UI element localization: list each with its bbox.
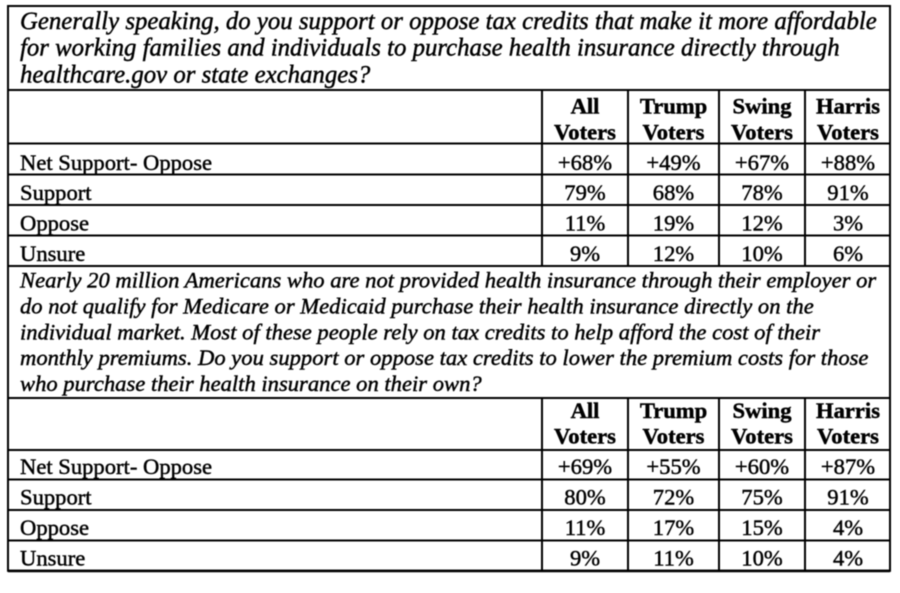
svg-text:Swing: Swing — [732, 94, 792, 119]
svg-text:Net Support- Oppose: Net Support- Oppose — [20, 150, 212, 175]
svg-text:72%: 72% — [653, 485, 695, 510]
svg-text:11%: 11% — [565, 211, 606, 236]
svg-text:Trump: Trump — [640, 94, 707, 119]
svg-text:79%: 79% — [564, 180, 606, 205]
svg-text:Voters: Voters — [554, 120, 616, 145]
svg-text:Voters: Voters — [554, 424, 616, 449]
svg-text:+49%: +49% — [646, 150, 700, 175]
svg-text:Voters: Voters — [643, 120, 705, 145]
svg-text:+88%: +88% — [821, 150, 875, 175]
svg-text:for working families and indiv: for working families and individuals to … — [20, 35, 840, 62]
svg-text:Net Support- Oppose: Net Support- Oppose — [20, 454, 212, 479]
svg-text:+87%: +87% — [821, 454, 875, 479]
svg-text:+67%: +67% — [735, 150, 789, 175]
svg-text:17%: 17% — [653, 515, 695, 540]
svg-text:Oppose: Oppose — [20, 515, 89, 540]
svg-text:12%: 12% — [653, 241, 695, 266]
svg-text:healthcare.gov or state exchan: healthcare.gov or state exchanges? — [20, 61, 371, 88]
svg-text:+68%: +68% — [558, 150, 612, 175]
svg-text:individual market. Most of the: individual market. Most of these people … — [20, 319, 820, 344]
svg-text:Support: Support — [20, 485, 92, 510]
svg-text:91%: 91% — [827, 485, 869, 510]
svg-text:Generally speaking, do you sup: Generally speaking, do you support or op… — [20, 8, 877, 35]
svg-text:Voters: Voters — [643, 424, 705, 449]
svg-text:Trump: Trump — [640, 398, 707, 423]
svg-text:15%: 15% — [741, 515, 783, 540]
svg-text:+55%: +55% — [646, 454, 700, 479]
svg-text:19%: 19% — [653, 211, 695, 236]
svg-text:Harris: Harris — [816, 94, 880, 119]
svg-text:9%: 9% — [570, 241, 600, 266]
svg-text:4%: 4% — [833, 515, 863, 540]
svg-text:All: All — [571, 398, 600, 423]
svg-text:do not qualify for Medicare or: do not qualify for Medicare or Medicaid … — [20, 294, 814, 319]
svg-text:All: All — [571, 94, 600, 119]
svg-text:Support: Support — [20, 180, 92, 205]
svg-text:Unsure: Unsure — [20, 546, 85, 571]
svg-text:Unsure: Unsure — [20, 241, 85, 266]
svg-text:Nearly 20 million Americans wh: Nearly 20 million Americans who are not … — [19, 268, 876, 293]
svg-text:Swing: Swing — [732, 398, 792, 423]
svg-text:Harris: Harris — [816, 398, 880, 423]
svg-text:10%: 10% — [741, 546, 783, 571]
svg-text:91%: 91% — [827, 180, 869, 205]
svg-text:11%: 11% — [565, 515, 606, 540]
svg-text:12%: 12% — [741, 211, 783, 236]
svg-text:75%: 75% — [741, 485, 783, 510]
svg-text:Voters: Voters — [817, 424, 879, 449]
svg-text:who purchase their health insu: who purchase their health insurance on t… — [20, 371, 482, 396]
svg-text:4%: 4% — [833, 546, 863, 571]
svg-text:Voters: Voters — [731, 424, 793, 449]
svg-text:68%: 68% — [653, 180, 695, 205]
svg-text:78%: 78% — [741, 180, 783, 205]
svg-text:Voters: Voters — [817, 120, 879, 145]
svg-text:6%: 6% — [833, 241, 863, 266]
svg-text:11%: 11% — [653, 546, 694, 571]
svg-text:9%: 9% — [570, 546, 600, 571]
svg-text:Voters: Voters — [731, 120, 793, 145]
svg-text:10%: 10% — [741, 241, 783, 266]
svg-text:80%: 80% — [564, 485, 606, 510]
svg-text:Oppose: Oppose — [20, 211, 89, 236]
svg-text:+60%: +60% — [735, 454, 789, 479]
svg-text:+69%: +69% — [558, 454, 612, 479]
svg-text:monthly premiums. Do you suppo: monthly premiums. Do you support or oppo… — [20, 345, 868, 370]
svg-text:3%: 3% — [833, 211, 863, 236]
